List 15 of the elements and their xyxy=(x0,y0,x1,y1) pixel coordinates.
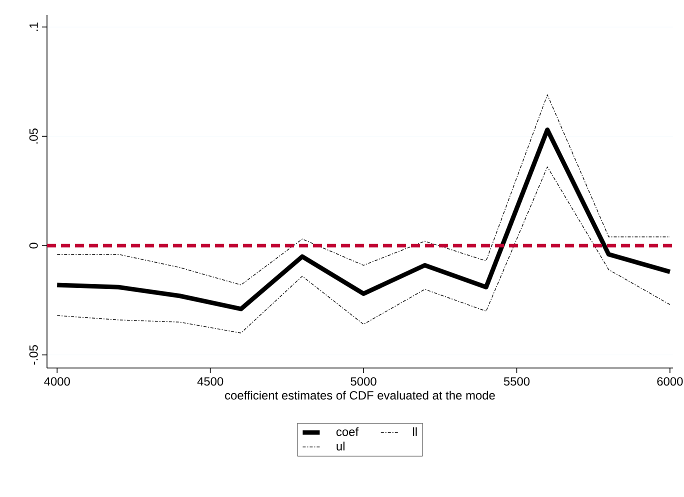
legend-label: ll xyxy=(413,427,417,436)
y-tick-label: 0 xyxy=(29,242,38,248)
x-axis-title: coefficient estimates of CDF evaluated at the mode xyxy=(225,390,495,400)
y-tick-label: .1 xyxy=(30,22,38,31)
line-series xyxy=(56,94,670,286)
x-tick-label: 5000 xyxy=(350,377,376,386)
legend-label: ul xyxy=(336,442,344,450)
x-tick-label: 4500 xyxy=(197,377,224,386)
x-tick-label: 5500 xyxy=(504,377,530,386)
y-tick-label: -.05 xyxy=(29,345,38,365)
x-tick-label: 6000 xyxy=(657,377,683,386)
legend-label: coef xyxy=(336,427,359,436)
y-tick-label: .05 xyxy=(29,128,38,144)
line-series xyxy=(56,166,670,334)
x-tick-label: 4000 xyxy=(44,377,70,386)
